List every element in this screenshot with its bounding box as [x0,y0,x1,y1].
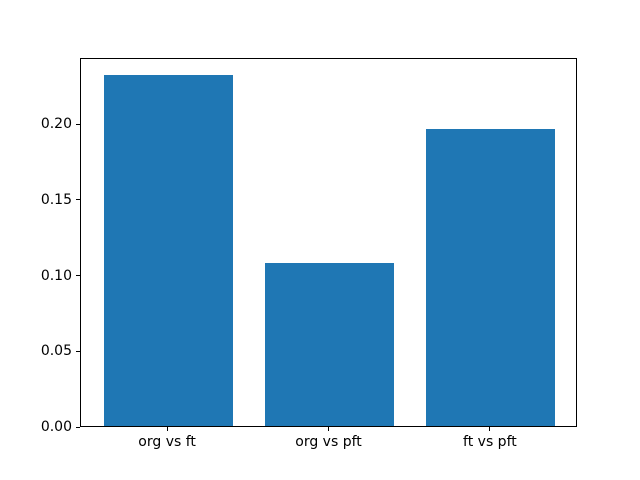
x-tick-label: org vs pft [295,434,362,450]
y-tick-label: 0.10 [40,267,72,284]
x-tick-mark [489,427,491,431]
y-tick-mark [76,350,80,352]
bar-org-vs-pft [265,262,395,426]
x-tick-mark [166,427,168,431]
y-tick-mark [76,199,80,201]
y-tick-mark [76,275,80,277]
x-tick-label: org vs ft [138,434,196,450]
y-tick-label: 0.15 [40,191,72,208]
y-tick-label: 0.20 [40,116,72,133]
y-tick-mark [76,123,80,125]
y-tick-label: 0.05 [40,343,72,360]
plot-area [80,58,577,427]
x-tick-label: ft vs pft [463,434,517,450]
y-tick-label: 0.00 [40,419,72,435]
bar-org-vs-ft [103,74,233,426]
y-tick-mark [76,426,80,428]
bar-ft-vs-pft [426,129,556,426]
x-tick-mark [328,427,329,431]
